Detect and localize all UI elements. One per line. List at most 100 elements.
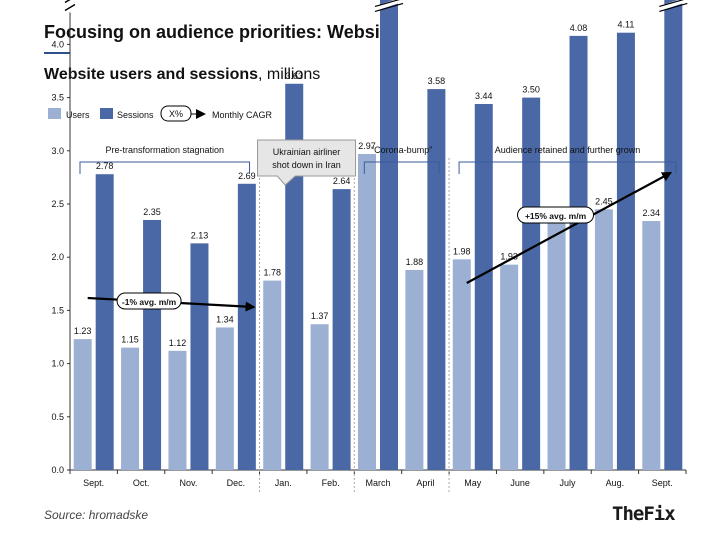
x-tick-label: Oct. [133, 478, 150, 488]
users-bar [215, 327, 234, 470]
sessions-value-label: 2.69 [238, 171, 256, 181]
users-value-label: 2.34 [643, 208, 661, 218]
sessions-bar [616, 32, 635, 471]
users-value-label: 1.98 [453, 246, 471, 256]
group-label: “Corona-bump” [371, 145, 432, 155]
bar-break-gap [661, 0, 686, 11]
bar-break-mark [659, 2, 688, 13]
group-label: Audience retained and further grown [495, 145, 641, 155]
sessions-bar [474, 103, 493, 470]
users-bar [310, 324, 329, 470]
trend-arrow-up [466, 172, 673, 284]
trend-pill-down [116, 292, 182, 310]
callout-text: shot down in Iran [272, 160, 341, 170]
users-bar [405, 269, 424, 470]
x-tick-label: Dec. [227, 478, 246, 488]
legend-label-sessions: Sessions [117, 110, 154, 120]
sessions-value-label: 3.63 [285, 71, 303, 81]
trend-label-down: -1% avg. m/m [122, 297, 177, 307]
sessions-value-label: 4.11 [617, 20, 634, 30]
group-bracket [363, 161, 440, 174]
users-bar [168, 350, 187, 470]
users-value-label: 2.97 [358, 141, 376, 151]
sessions-value-label: 3.58 [428, 76, 446, 86]
callout-text: Ukrainian airliner [273, 147, 341, 157]
trend-label-up: +15% avg. m/m [525, 211, 587, 221]
brand-logo: TheFix [612, 503, 676, 525]
users-value-label: 1.37 [311, 311, 329, 321]
trend-pill-up [517, 206, 595, 224]
page-title: Focusing on audience priorities: Website [44, 22, 396, 42]
sessions-value-label: 2.64 [333, 176, 351, 186]
x-tick-label: July [560, 478, 577, 488]
legend-cagr-label: Monthly CAGR [212, 110, 273, 120]
users-bar [121, 347, 140, 470]
sessions-bar [332, 189, 351, 470]
x-tick-label: Jan. [275, 478, 292, 488]
group-bracket [458, 161, 677, 174]
legend-swatch-users [48, 108, 61, 119]
event-callout [257, 139, 357, 186]
x-tick-label: May [464, 478, 482, 488]
bar-break-mark [374, 0, 400, 8]
bar-break-gap [377, 0, 401, 11]
y-axis-break-mark [64, 3, 76, 12]
x-tick-label: Sept. [83, 478, 104, 488]
users-value-label: 2.45 [595, 196, 613, 206]
x-tick-label: June [510, 478, 530, 488]
users-bar [642, 221, 661, 470]
users-value-label: 1.15 [121, 335, 139, 345]
bar-break-mark [659, 0, 685, 8]
chart-subtitle: Website users and sessions, millions [44, 66, 320, 84]
sessions-bar [522, 97, 541, 470]
users-value-label: 1.78 [263, 268, 281, 278]
group-bracket [79, 161, 251, 174]
x-tick-label: Sept. [652, 478, 673, 488]
subtitle-unit: , millions [258, 66, 321, 83]
y-tick-label: 1.0 [51, 359, 64, 369]
x-tick-label: Feb. [322, 478, 340, 488]
y-axis-break-mark [64, 0, 71, 4]
x-tick-label: Nov. [180, 478, 198, 488]
users-bar [73, 339, 92, 470]
users-bar [358, 153, 376, 470]
legend-swatch-sessions [100, 108, 113, 119]
subtitle-main: Website users and sessions [44, 66, 259, 83]
users-value-label: 1.23 [74, 326, 92, 336]
group-label: Pre-transformation stagnation [105, 145, 224, 155]
x-tick-label: Aug. [606, 478, 625, 488]
users-value-label: 1.88 [406, 257, 424, 267]
sessions-bar [143, 219, 162, 470]
y-tick-label: 1.5 [51, 305, 64, 315]
x-tick-label: April [416, 478, 434, 488]
sessions-value-label: 3.44 [475, 91, 493, 101]
bar-break-mark [374, 2, 404, 13]
y-tick-label: 3.0 [51, 146, 64, 156]
users-bar [263, 280, 282, 470]
users-bar [547, 218, 566, 470]
users-bar [500, 264, 519, 470]
title-underline [44, 52, 70, 54]
y-tick-label: 3.5 [51, 93, 64, 103]
users-value-label: 1.34 [216, 314, 234, 324]
sessions-value-label: 4.08 [570, 23, 588, 33]
x-tick-label: March [365, 478, 390, 488]
sessions-value-label: 3.50 [522, 85, 540, 95]
users-bar [594, 209, 613, 470]
sessions-bar [664, 0, 683, 470]
sessions-bar [380, 0, 398, 471]
users-bar [452, 259, 471, 470]
legend-label-users: Users [66, 110, 90, 120]
sessions-bar [95, 174, 114, 470]
legend-cagr-box-text: X% [169, 109, 183, 119]
y-tick-label: 0.5 [51, 412, 64, 422]
sessions-value-label: 2.78 [96, 161, 114, 171]
sessions-value-label: 2.13 [191, 230, 209, 240]
sessions-value-label: 2.35 [143, 207, 161, 217]
y-tick-label: 4.0 [51, 39, 64, 49]
y-tick-label: 2.5 [51, 199, 64, 209]
source-note: Source: hromadske [44, 508, 149, 522]
users-value-label: 1.12 [169, 338, 187, 348]
y-tick-label: 0.0 [51, 465, 64, 475]
